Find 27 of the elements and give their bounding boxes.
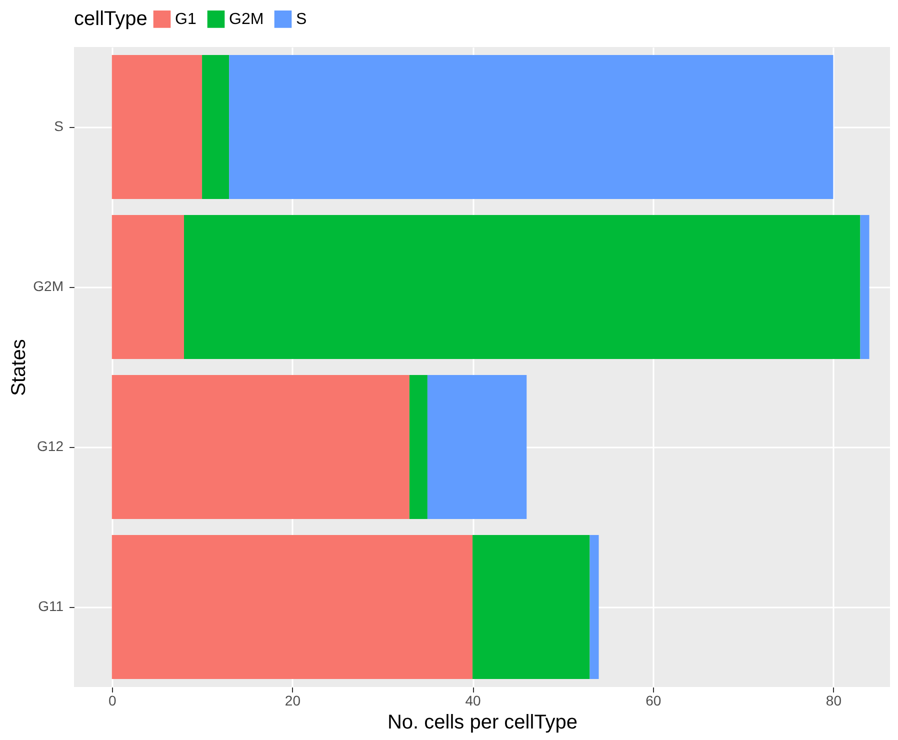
x-tick-label: 80	[826, 692, 842, 708]
legend-label: G2M	[229, 11, 264, 28]
bar	[184, 215, 860, 359]
y-tick-label: G2M	[33, 278, 64, 294]
y-tick-label: G12	[37, 438, 64, 454]
legend-label: G1	[175, 11, 196, 28]
x-tick-label: 60	[646, 692, 662, 708]
bar	[860, 215, 870, 359]
bar	[202, 55, 230, 199]
bar	[409, 375, 428, 519]
bar	[472, 535, 590, 679]
bar	[112, 215, 184, 359]
y-tick-label: S	[54, 118, 64, 134]
bar	[112, 55, 202, 199]
y-tick-label: G11	[38, 598, 64, 614]
x-tick-label: 0	[108, 692, 116, 708]
bar	[112, 375, 410, 519]
bar	[590, 535, 599, 679]
x-axis-title: No. cells per cellType	[387, 712, 578, 734]
x-tick-label: 20	[284, 692, 301, 708]
legend-label: S	[296, 11, 307, 28]
bar	[229, 55, 834, 199]
x-tick-label: 40	[465, 692, 482, 708]
bar	[427, 375, 527, 519]
y-axis-title: States	[8, 339, 30, 396]
bar	[112, 535, 473, 679]
legend-title: cellType	[74, 8, 148, 30]
